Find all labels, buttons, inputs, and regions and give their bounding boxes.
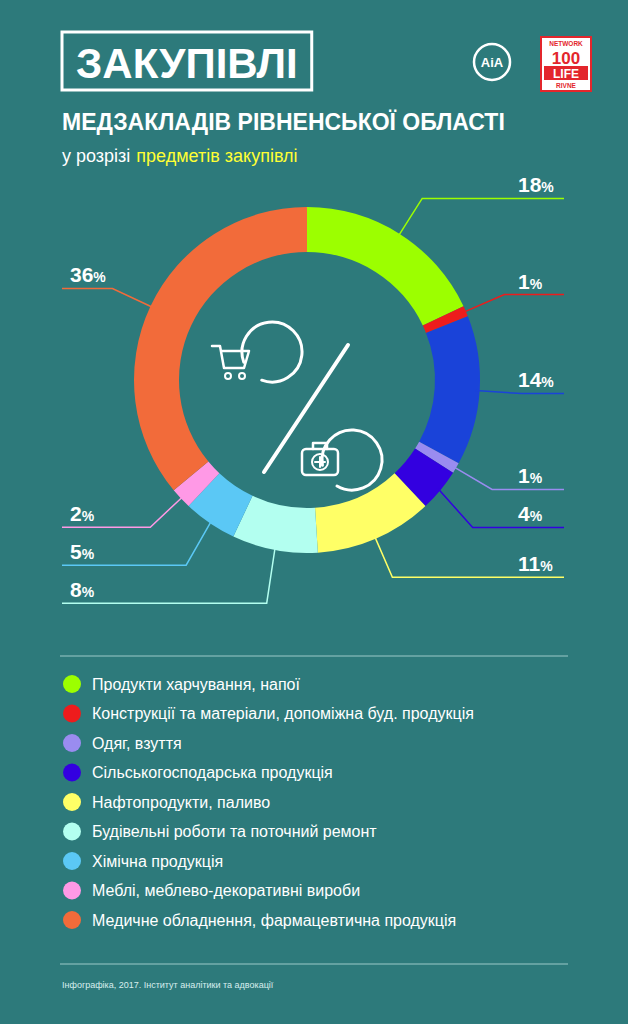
- center-icon: [212, 322, 382, 490]
- data-label-number: 11: [518, 552, 541, 575]
- separator: [60, 656, 568, 657]
- leader-line: [452, 466, 564, 489]
- data-label-unit: %: [540, 558, 553, 574]
- leader-line: [62, 496, 184, 527]
- data-label: 1%: [518, 270, 543, 293]
- medkit-cross-ring: [312, 454, 328, 470]
- legend-label: Нафтопродукти, паливо: [92, 794, 270, 811]
- data-label-number: 5: [70, 540, 82, 563]
- legend-swatch: [63, 852, 81, 870]
- data-label: 14%: [518, 368, 554, 391]
- data-label-number: 36: [70, 263, 93, 286]
- data-label: 5%: [70, 540, 95, 563]
- data-label: 36%: [70, 263, 106, 286]
- legend-label: Сільськогосподарська продукція: [92, 764, 333, 781]
- legend-label: Продукти харчування, напої: [92, 676, 301, 693]
- legend-label: Медичне обладнення, фармацевтична продук…: [92, 912, 456, 929]
- percent-slash: [264, 345, 348, 472]
- legend-swatch: [63, 823, 81, 841]
- legend-label: Меблі, меблево-декоративні вироби: [92, 882, 360, 899]
- title-box: [62, 32, 312, 90]
- logo-life-text: RIVNE: [556, 82, 577, 89]
- legend-swatch: [63, 882, 81, 900]
- data-label-unit: %: [541, 179, 554, 195]
- data-label: 2%: [70, 502, 95, 525]
- percent-ring-bottom: [322, 430, 382, 490]
- logo-life-band: [544, 66, 588, 80]
- data-label-unit: %: [82, 546, 95, 562]
- data-label-number: 4: [518, 502, 530, 525]
- legend-swatch: [63, 764, 81, 782]
- legend-label: Одяг, взуття: [92, 735, 182, 752]
- leader-line: [62, 288, 154, 308]
- legend-swatch: [63, 734, 81, 752]
- leader-line: [62, 546, 275, 603]
- slice: [307, 207, 464, 326]
- legend: Продукти харчування, напої Конструкції та…: [63, 675, 474, 929]
- data-label-unit: %: [541, 374, 554, 390]
- subtitle: МЕДЗАКЛАДІВ РІВНЕНСЬКОЇ ОБЛАСТІ: [62, 109, 505, 135]
- data-label-unit: %: [82, 508, 95, 524]
- logo-aia: AiA: [481, 55, 504, 70]
- leader-line: [462, 295, 564, 313]
- data-label-unit: %: [530, 470, 543, 486]
- logo-life-text: LIFE: [553, 67, 579, 81]
- data-label-number: 18: [518, 173, 542, 196]
- logo-life-box: [541, 37, 591, 91]
- data-label-unit: %: [530, 276, 543, 292]
- logo-life-text: 100: [552, 49, 580, 68]
- slices: [134, 207, 480, 553]
- medkit-handle: [313, 443, 327, 449]
- data-label-unit: %: [93, 269, 106, 285]
- legend-label: Хімічна продукція: [92, 853, 223, 870]
- data-label-number: 14: [518, 368, 542, 391]
- medkit: [302, 449, 338, 475]
- percent-ring-top: [242, 322, 302, 382]
- legend-label: Будівельні роботи та поточний ремонт: [92, 823, 377, 840]
- leader-line: [398, 198, 564, 237]
- data-label-number: 1: [518, 270, 530, 293]
- leader-line: [374, 535, 564, 577]
- data-label-unit: %: [82, 584, 95, 600]
- logo-aia-ring: [474, 44, 510, 80]
- background: [0, 0, 628, 1024]
- cart: [212, 346, 249, 368]
- legend-label: Конструкції та матеріали, допоміжна буд.…: [92, 705, 474, 722]
- legend-swatch: [63, 793, 81, 811]
- data-label: 8%: [70, 578, 95, 601]
- caption-highlight: предметів закупівлі: [136, 146, 297, 166]
- data-label-number: 8: [70, 578, 82, 601]
- legend-swatch: [63, 675, 81, 693]
- data-label: 11%: [518, 552, 553, 575]
- data-label-number: 2: [70, 502, 82, 525]
- data-label-number: 1: [518, 464, 530, 487]
- medkit-cross: [315, 457, 325, 467]
- data-label-unit: %: [530, 508, 543, 524]
- legend-swatch: [63, 705, 81, 723]
- cart-wheel: [239, 373, 245, 379]
- caption: у розрізі: [62, 146, 130, 166]
- cart-wheel: [225, 373, 231, 379]
- legend-swatch: [63, 911, 81, 929]
- title: ЗАКУПІВЛІ: [76, 40, 298, 87]
- infographic: ЗАКУПІВЛІ AiA NETWORK 100LIFERIVNE МЕДЗАКЛАД…: [0, 0, 628, 1024]
- data-label: 18%: [518, 173, 554, 196]
- logo-life-text: NETWORK: [549, 40, 583, 47]
- slice: [419, 316, 480, 463]
- data-label: 4%: [518, 502, 543, 525]
- source: Інфографіка, 2017. Інститут аналітики та…: [62, 980, 274, 990]
- separator: [60, 964, 568, 965]
- leader-line: [437, 488, 564, 528]
- data-labels: 18%1%14%1%4%11%8%5%2%36%: [62, 173, 564, 603]
- data-label: 1%: [518, 464, 543, 487]
